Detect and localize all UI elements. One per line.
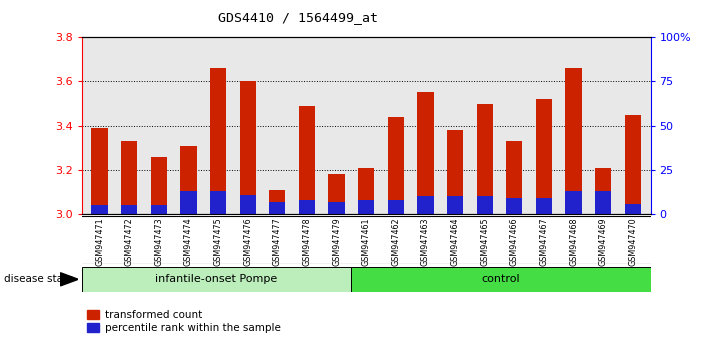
Bar — [387, 200, 404, 214]
Bar — [536, 99, 552, 214]
Bar — [181, 191, 196, 214]
Text: GSM947461: GSM947461 — [362, 217, 370, 266]
Bar — [151, 205, 167, 214]
Bar — [351, 267, 651, 292]
Bar — [417, 92, 434, 214]
Bar — [240, 195, 256, 214]
Bar — [181, 145, 196, 214]
Text: control: control — [481, 274, 520, 284]
Text: GSM947469: GSM947469 — [599, 217, 608, 266]
Text: GSM947466: GSM947466 — [510, 217, 519, 266]
Bar — [92, 128, 107, 214]
Text: GSM947471: GSM947471 — [95, 217, 104, 266]
Bar — [506, 198, 523, 214]
Bar — [358, 200, 374, 214]
Bar — [565, 68, 582, 214]
Legend: transformed count, percentile rank within the sample: transformed count, percentile rank withi… — [87, 310, 281, 333]
Bar — [536, 198, 552, 214]
Bar — [151, 156, 167, 214]
Bar — [625, 115, 641, 214]
Bar — [210, 191, 226, 214]
Bar — [595, 168, 611, 214]
Polygon shape — [60, 273, 78, 286]
Bar — [447, 130, 463, 214]
Text: GSM947463: GSM947463 — [421, 217, 430, 266]
Bar — [417, 196, 434, 214]
Text: GSM947473: GSM947473 — [154, 217, 164, 266]
Bar — [82, 267, 351, 292]
Text: GSM947470: GSM947470 — [629, 217, 637, 266]
Bar — [565, 191, 582, 214]
Bar — [121, 141, 137, 214]
Bar — [299, 200, 315, 214]
Text: GSM947467: GSM947467 — [540, 217, 548, 266]
Text: GSM947476: GSM947476 — [243, 217, 252, 266]
Bar — [476, 103, 493, 214]
Bar — [387, 117, 404, 214]
Text: GSM947472: GSM947472 — [124, 217, 134, 266]
Bar — [328, 174, 345, 214]
Bar — [121, 205, 137, 214]
Bar — [240, 81, 256, 214]
Bar — [595, 191, 611, 214]
Bar — [210, 68, 226, 214]
Bar — [299, 106, 315, 214]
Bar — [447, 196, 463, 214]
Bar — [476, 196, 493, 214]
Text: GSM947477: GSM947477 — [273, 217, 282, 266]
Text: GDS4410 / 1564499_at: GDS4410 / 1564499_at — [218, 11, 378, 24]
Bar — [625, 204, 641, 214]
Text: GSM947462: GSM947462 — [391, 217, 400, 266]
Bar — [269, 190, 285, 214]
Bar — [506, 141, 523, 214]
Text: GSM947468: GSM947468 — [569, 217, 578, 266]
Text: GSM947464: GSM947464 — [451, 217, 459, 266]
Text: GSM947474: GSM947474 — [184, 217, 193, 266]
Bar — [269, 202, 285, 214]
Text: GSM947465: GSM947465 — [480, 217, 489, 266]
Text: GSM947475: GSM947475 — [213, 217, 223, 266]
Bar — [92, 205, 107, 214]
Text: disease state: disease state — [4, 274, 73, 284]
Bar — [328, 202, 345, 214]
Bar — [358, 168, 374, 214]
Text: infantile-onset Pompe: infantile-onset Pompe — [156, 274, 277, 284]
Text: GSM947478: GSM947478 — [302, 217, 311, 266]
Text: GSM947479: GSM947479 — [332, 217, 341, 266]
